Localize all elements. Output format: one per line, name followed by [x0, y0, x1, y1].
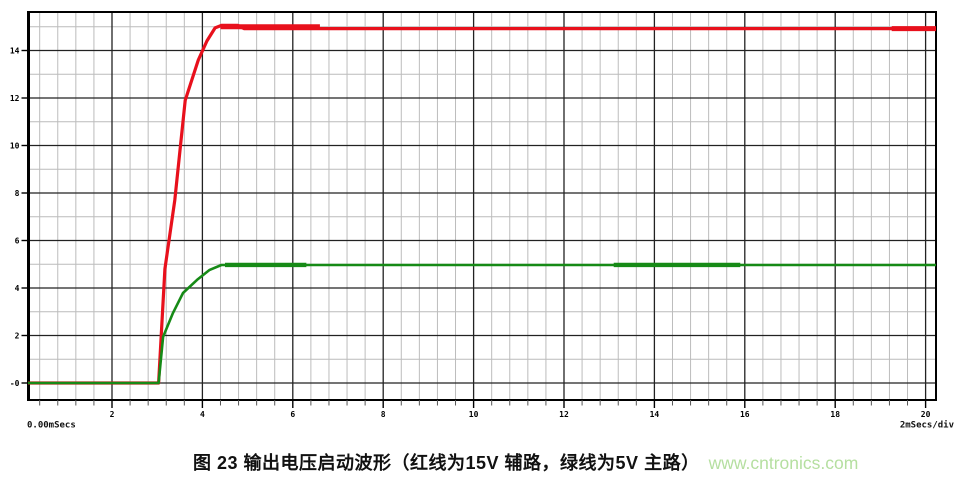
svg-text:12: 12: [559, 410, 569, 419]
trace-red-15v: [28, 23, 936, 385]
grid-major: [28, 12, 936, 400]
svg-text:-0: -0: [10, 379, 20, 388]
trace-green-5v: [28, 263, 936, 385]
svg-text:2: 2: [110, 410, 115, 419]
svg-text:12: 12: [10, 94, 20, 103]
svg-text:6: 6: [15, 236, 20, 245]
caption-row: 图 23 输出电压启动波形（红线为15V 辅路，绿线为5V 主路） www.cn…: [0, 449, 957, 475]
axis-ticks: [21, 49, 927, 408]
svg-text:14: 14: [650, 410, 660, 419]
svg-text:10: 10: [10, 141, 20, 150]
svg-text:8: 8: [381, 410, 386, 419]
svg-text:4: 4: [15, 284, 20, 293]
svg-text:20: 20: [921, 410, 931, 419]
x-axis-start-label: 0.00mSecs: [27, 421, 76, 431]
plot-border: [27, 11, 937, 401]
grid-minor: [28, 12, 936, 400]
svg-text:6: 6: [290, 410, 295, 419]
watermark-link[interactable]: www.cntronics.com: [708, 453, 859, 473]
figure-caption: 图 23 输出电压启动波形（红线为15V 辅路，绿线为5V 主路）: [193, 453, 700, 473]
svg-text:10: 10: [469, 410, 479, 419]
axis-labels: 2 4 6 8 10 12 14 16 18 20 14 12 10 8 6 4 2 -0 0.00mSecs 2mS…: [10, 46, 955, 430]
svg-text:2: 2: [15, 331, 20, 340]
svg-text:18: 18: [830, 410, 840, 419]
svg-text:14: 14: [10, 46, 20, 55]
svg-text:4: 4: [200, 410, 205, 419]
svg-text:8: 8: [15, 189, 20, 198]
svg-text:16: 16: [740, 410, 750, 419]
waveform-chart: 2 4 6 8 10 12 14 16 18 20 14 12 10 8 6 4 2 -0 0.00mSecs 2mS…: [10, 11, 955, 431]
x-axis-scale-label: 2mSecs/div: [900, 420, 955, 431]
trace-layer: [28, 23, 936, 385]
